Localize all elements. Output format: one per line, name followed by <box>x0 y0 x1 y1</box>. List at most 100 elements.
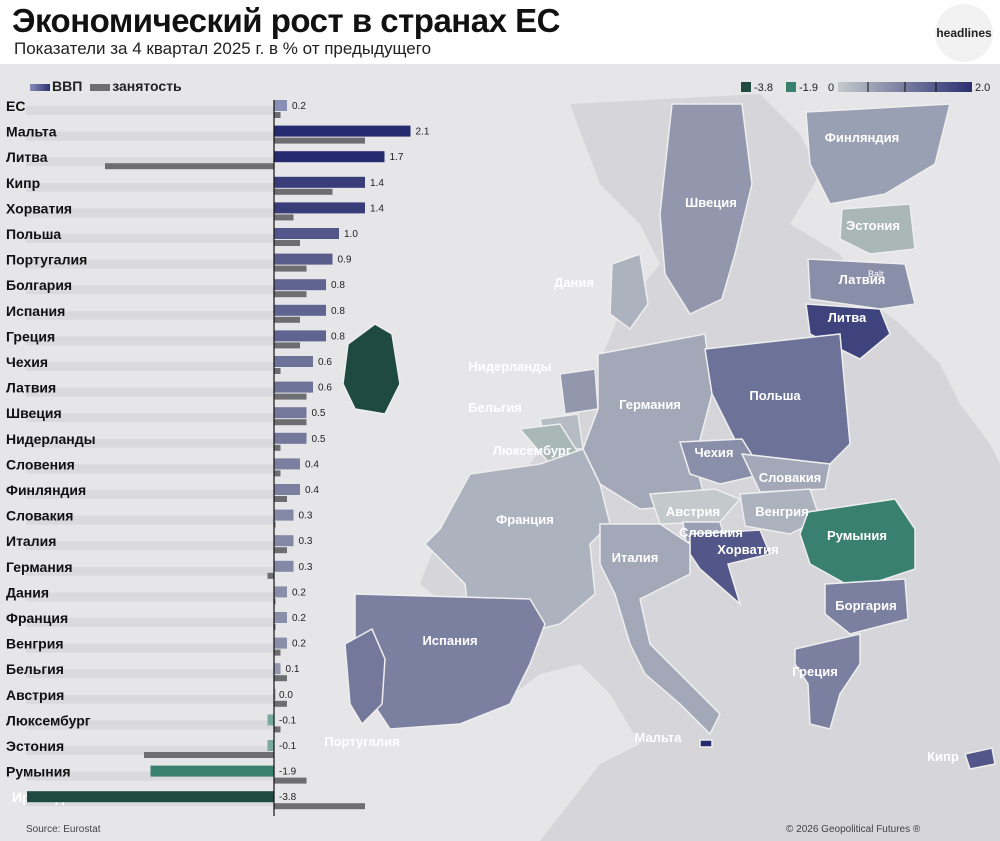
bar-track <box>26 157 274 167</box>
map-region <box>805 303 891 360</box>
bar-track <box>26 464 274 474</box>
category-label: Болгария <box>6 277 72 293</box>
category-label: Испания <box>6 303 65 319</box>
category-label: Литва <box>6 149 48 165</box>
value-label: 0.9 <box>338 255 352 266</box>
gdp-bar <box>267 714 274 726</box>
value-label: 0.2 <box>292 613 306 624</box>
gdp-bar <box>274 125 411 137</box>
employment-bar <box>105 163 274 170</box>
value-label: 0.2 <box>292 101 306 112</box>
employment-legend-label: занятость <box>112 78 182 94</box>
gdp-bar <box>274 279 326 291</box>
gdp-bar <box>274 228 339 239</box>
employment-bar <box>274 777 307 784</box>
scale-swatch-mid <box>786 82 796 92</box>
gdp-legend-label: ВВП <box>52 78 83 94</box>
map-label: Словения <box>679 525 743 540</box>
category-label: Люксембург <box>6 712 91 728</box>
employment-bar <box>274 521 276 528</box>
bar-track <box>26 259 274 269</box>
employment-bar <box>274 675 287 682</box>
value-label: 0.6 <box>318 383 332 394</box>
map-label: Румыния <box>827 528 887 543</box>
map-label: Мальта <box>635 730 683 745</box>
bar-track <box>26 592 274 602</box>
employment-bar <box>274 803 365 810</box>
employment-bar <box>274 700 287 707</box>
gdp-bar <box>274 560 294 572</box>
employment-bar <box>274 547 287 554</box>
map-label: Кипр <box>927 749 959 764</box>
map-label: Португалия <box>324 734 399 749</box>
bar-chart: ЕС 0.2 Мальта 2.1 Литва 1.7 Кипр 1.4 Хорватия 1.4… <box>6 98 430 816</box>
category-label: Швеция <box>6 405 62 421</box>
value-label: -3.8 <box>279 792 297 803</box>
map-label: Венгрия <box>755 504 808 519</box>
gdp-bar <box>274 176 365 188</box>
map-region <box>964 747 996 770</box>
category-label: Бельгия <box>6 661 64 677</box>
employment-bar <box>274 342 300 349</box>
map-label: Польша <box>749 388 801 403</box>
gdp-bar <box>274 612 287 623</box>
category-label: Греция <box>6 328 55 344</box>
map-label: Нидерланды <box>468 359 551 374</box>
employment-bar <box>274 137 365 144</box>
gdp-bar <box>274 663 281 675</box>
value-label: 0.3 <box>299 536 313 547</box>
category-label: Португалия <box>6 252 87 268</box>
gdp-bar <box>274 484 300 495</box>
map-label: Австрия <box>666 504 720 519</box>
gdp-bar <box>274 356 313 367</box>
value-label: 0.6 <box>318 357 332 368</box>
map-label: Швеция <box>685 195 737 210</box>
category-label: Франция <box>6 610 68 626</box>
gdp-bar <box>274 586 287 598</box>
bar-track <box>26 362 274 371</box>
value-label: 0.3 <box>299 511 313 522</box>
map-label: Германия <box>619 397 681 412</box>
gdp-legend-swatch <box>30 83 50 91</box>
chart-svg: Финляндия Швеция Эстония Латвия Литва Дания Ни… <box>6 82 1000 841</box>
scale-label: -1.9 <box>799 82 818 94</box>
employment-bar <box>274 624 276 630</box>
bar-track <box>26 182 274 192</box>
category-label: Латвия <box>6 380 56 396</box>
map-label: Латвия <box>839 272 886 287</box>
bar-legend: ВВП занятость <box>30 78 182 94</box>
bar-track <box>26 771 274 781</box>
page-subtitle: Показатели за 4 квартал 2025 г. в % от п… <box>14 39 432 58</box>
gdp-bar <box>274 688 276 700</box>
gdp-bar <box>27 791 274 803</box>
map-region <box>824 578 909 635</box>
map-label: Словакия <box>759 470 822 485</box>
category-label: Польша <box>6 226 61 242</box>
category-label: Нидерланды <box>6 431 96 447</box>
category-label: Словакия <box>6 508 73 524</box>
category-label: Эстония <box>6 738 64 754</box>
map-region <box>582 333 713 510</box>
category-label: Мальта <box>6 124 57 140</box>
bar-track <box>26 515 274 525</box>
value-label: 1.0 <box>344 229 358 240</box>
bar-track <box>26 310 274 320</box>
map-region <box>807 258 916 310</box>
land-mass <box>540 594 760 784</box>
gdp-bar <box>274 304 326 316</box>
value-label: 0.2 <box>292 639 306 650</box>
bar-track <box>26 694 274 704</box>
gdp-bar <box>274 509 294 521</box>
sea-label: Balt <box>868 269 884 279</box>
value-label: -0.1 <box>279 741 297 752</box>
headlines-logo: headlines <box>935 4 993 62</box>
bar-track <box>26 234 274 243</box>
employment-bar <box>274 240 300 246</box>
employment-bar <box>274 265 307 272</box>
gdp-bar <box>274 432 307 444</box>
bar-track <box>26 413 274 423</box>
header: Экономический рост в странах ЕС Показате… <box>0 0 1000 64</box>
gdp-bar <box>274 407 307 419</box>
map-region <box>423 448 611 635</box>
category-label: Финляндия <box>6 482 86 498</box>
